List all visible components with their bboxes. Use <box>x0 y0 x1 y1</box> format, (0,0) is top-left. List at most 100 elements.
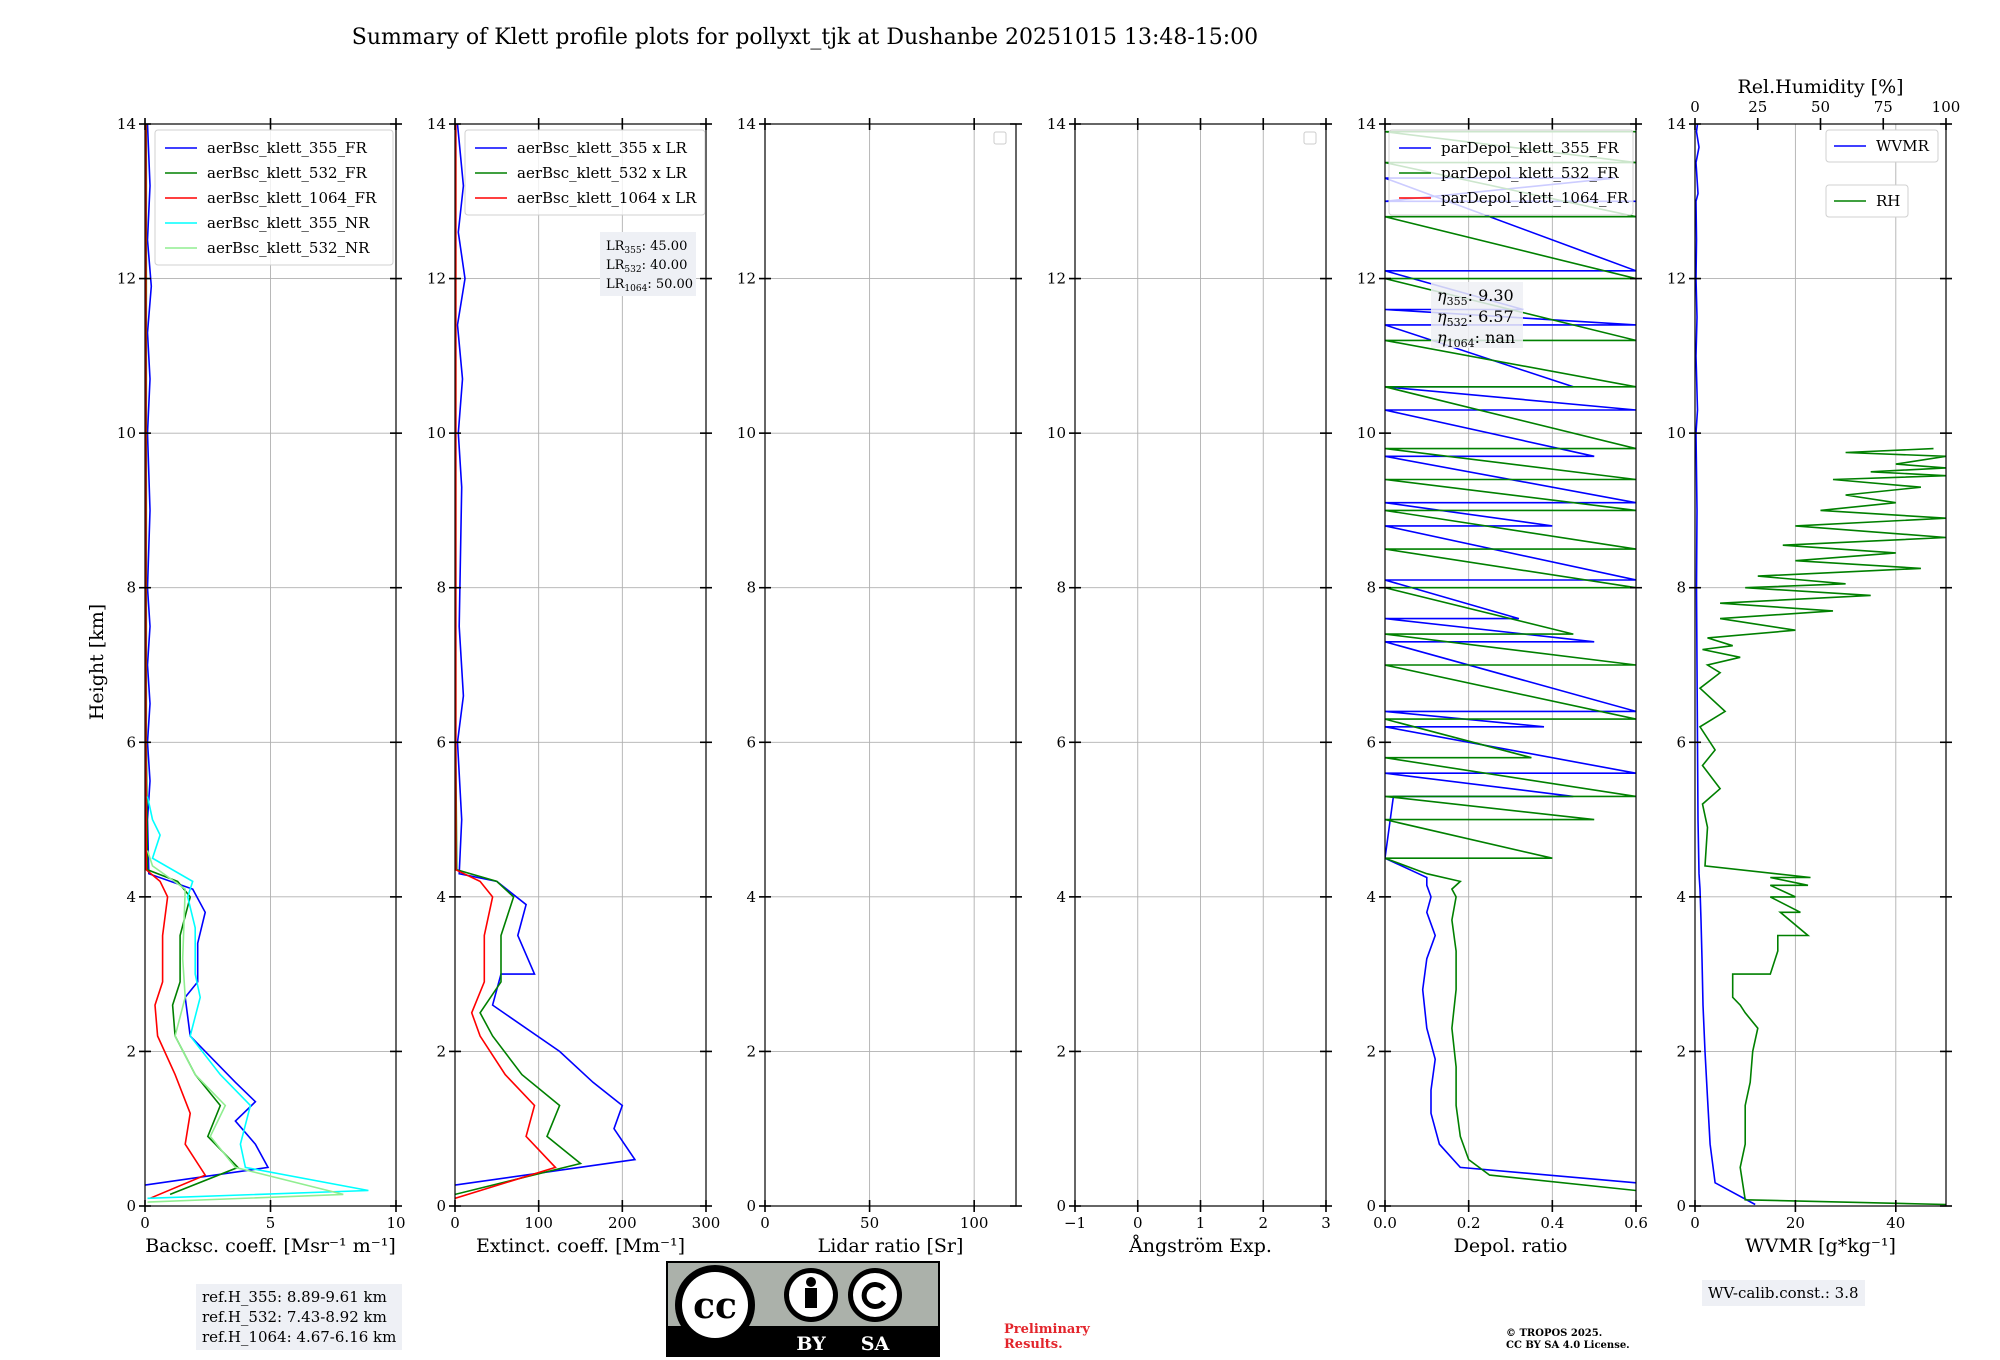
y-tick-label: 0 <box>1676 1197 1686 1215</box>
x-tick-label: 100 <box>960 1214 989 1232</box>
axes-frame <box>1694 123 1947 1207</box>
y-tick-label: 10 <box>1667 424 1686 442</box>
y-tick-label: 12 <box>1047 270 1066 288</box>
by-person-icon <box>806 1277 816 1287</box>
y-tick-label: 6 <box>1676 733 1686 751</box>
x2-axis-label: Rel.Humidity [%] <box>1737 76 1903 98</box>
series-line-WVMR <box>1695 124 1756 1206</box>
ref-height-532: ref.H_532: 7.43-8.92 km <box>202 1308 387 1326</box>
y-tick-label: 0 <box>436 1197 446 1215</box>
legend-box <box>154 129 394 266</box>
y-tick-label: 0 <box>746 1197 756 1215</box>
panel-2: 0 2 4 6 8 10 12 14 0 100 200 300 Extinct. coeff. [Mm… <box>427 115 720 1257</box>
series-line-aerBsc_klett_355_NR <box>146 796 369 1200</box>
y-tick-label: 8 <box>1056 579 1066 597</box>
y-tick-label: 2 <box>1056 1042 1066 1060</box>
series-line-aerBsc_klett_355 x LR <box>455 124 637 1186</box>
x-tick-label: 2 <box>1258 1214 1268 1232</box>
wv-calib-box: WV-calib.const.: 3.8 <box>1702 1280 1865 1306</box>
x-axis-label: Lidar ratio [Sr] <box>818 1235 964 1257</box>
series-line-aerBsc_klett_532_FR <box>145 124 240 1196</box>
legend-box <box>1388 129 1634 216</box>
panel-5: 0 2 4 6 8 10 12 14 0.0 0.2 0.4 0.6 Depol. ratio parDe… <box>1357 115 1648 1257</box>
sa-arrow-icon <box>861 1282 887 1309</box>
series-line-aerBsc_klett_532_NR <box>146 850 344 1203</box>
legend-label: aerBsc_klett_1064_FR <box>207 189 377 207</box>
y-tick-label: 8 <box>746 579 756 597</box>
lidar-ratio-text: LR1064: 50.00 <box>606 277 693 294</box>
eta-box <box>1431 282 1523 348</box>
axes-frame <box>454 123 707 1207</box>
y-tick-label: 12 <box>1357 270 1376 288</box>
x-axis-label: Extinct. coeff. [Mm⁻¹] <box>476 1235 685 1257</box>
series-line-aerBsc_klett_1064 x LR <box>455 124 557 1200</box>
x-tick-label: 3 <box>1321 1214 1331 1232</box>
eta-text: η355: 9.30 <box>1437 286 1514 308</box>
x2-tick-label: 0 <box>1690 98 1700 116</box>
legend-label: RH <box>1876 192 1900 210</box>
y-tick-label: 2 <box>746 1042 756 1060</box>
x-tick-label: −1 <box>1064 1214 1086 1232</box>
x-axis-label: Ångström Exp. <box>1128 1235 1272 1257</box>
y-tick-label: 10 <box>737 424 756 442</box>
y-tick-label: 4 <box>1366 888 1376 906</box>
axes-frame <box>764 123 1017 1207</box>
y-tick-label: 2 <box>436 1042 446 1060</box>
y-tick-label: 0 <box>126 1197 136 1215</box>
y-tick-label: 4 <box>126 888 136 906</box>
x-tick-label: 50 <box>860 1214 879 1232</box>
y-tick-label: 6 <box>1366 733 1376 751</box>
panel-3: 0 2 4 6 8 10 12 14 0 50 100 Lidar ratio [Sr] <box>737 115 1022 1257</box>
series-line-aerBsc_klett_355_FR <box>145 124 270 1186</box>
x-tick-label: 200 <box>608 1214 637 1232</box>
y-tick-label: 4 <box>1056 888 1066 906</box>
y-tick-label: 8 <box>1676 579 1686 597</box>
legend-label: WVMR <box>1876 137 1930 155</box>
x-axis-label: Depol. ratio <box>1454 1235 1568 1257</box>
y-tick-label: 6 <box>746 733 756 751</box>
empty-legend-box <box>993 131 1007 145</box>
legend-label: aerBsc_klett_355_NR <box>207 214 370 232</box>
legend-box <box>1825 129 1939 163</box>
panel-1: 0 2 4 6 8 10 12 14 0 5 10 Backsc. coeff. [Msr⁻¹ m⁻¹… <box>117 115 406 1257</box>
y-tick-label: 6 <box>1056 733 1066 751</box>
y-tick-label: 8 <box>1366 579 1376 597</box>
y-tick-label: 10 <box>1047 424 1066 442</box>
legend-label: parDepol_klett_532_FR <box>1441 164 1619 182</box>
lidar-ratio-box <box>600 232 696 296</box>
y-tick-label: 0 <box>1056 1197 1066 1215</box>
x-tick-label: 0 <box>760 1214 770 1232</box>
series-line-RH <box>1698 447 1946 1206</box>
series-group <box>1695 124 1946 1206</box>
x-tick-label: 5 <box>266 1214 276 1232</box>
wv-calib-const: WV-calib.const.: 3.8 <box>1708 1284 1859 1302</box>
empty-legend-box <box>1303 131 1317 145</box>
y-tick-label: 12 <box>117 270 136 288</box>
y-tick-label: 14 <box>427 115 446 133</box>
x-tick-label: 0.0 <box>1373 1214 1397 1232</box>
x2-tick-label: 50 <box>1811 98 1830 116</box>
eta-text: η1064: nan <box>1437 328 1515 350</box>
y-axis-label: Height [km] <box>86 604 108 720</box>
x2-tick-label: 75 <box>1874 98 1893 116</box>
x-tick-label: 0.6 <box>1624 1214 1648 1232</box>
x-tick-label: 10 <box>386 1214 405 1232</box>
legend-box <box>464 129 706 216</box>
series-line-aerBsc_klett_1064_FR <box>145 124 207 1200</box>
legend-label: parDepol_klett_355_FR <box>1441 139 1619 157</box>
x-tick-label: 0.4 <box>1540 1214 1564 1232</box>
series-group <box>1385 130 1636 1192</box>
sa-label: SA <box>861 1333 890 1355</box>
eta-text: η532: 6.57 <box>1437 307 1514 329</box>
ref-heights-box: ref.H_355: 8.89-9.61 km ref.H_532: 7.43-… <box>196 1284 403 1350</box>
series-line-parDepol_klett_355_FR <box>1385 177 1636 1184</box>
x-tick-label: 40 <box>1886 1214 1905 1232</box>
series-line-aerBsc_klett_532 x LR <box>455 124 583 1196</box>
y-tick-label: 4 <box>436 888 446 906</box>
y-tick-label: 6 <box>436 733 446 751</box>
ref-height-1064: ref.H_1064: 4.67-6.16 km <box>202 1328 397 1346</box>
